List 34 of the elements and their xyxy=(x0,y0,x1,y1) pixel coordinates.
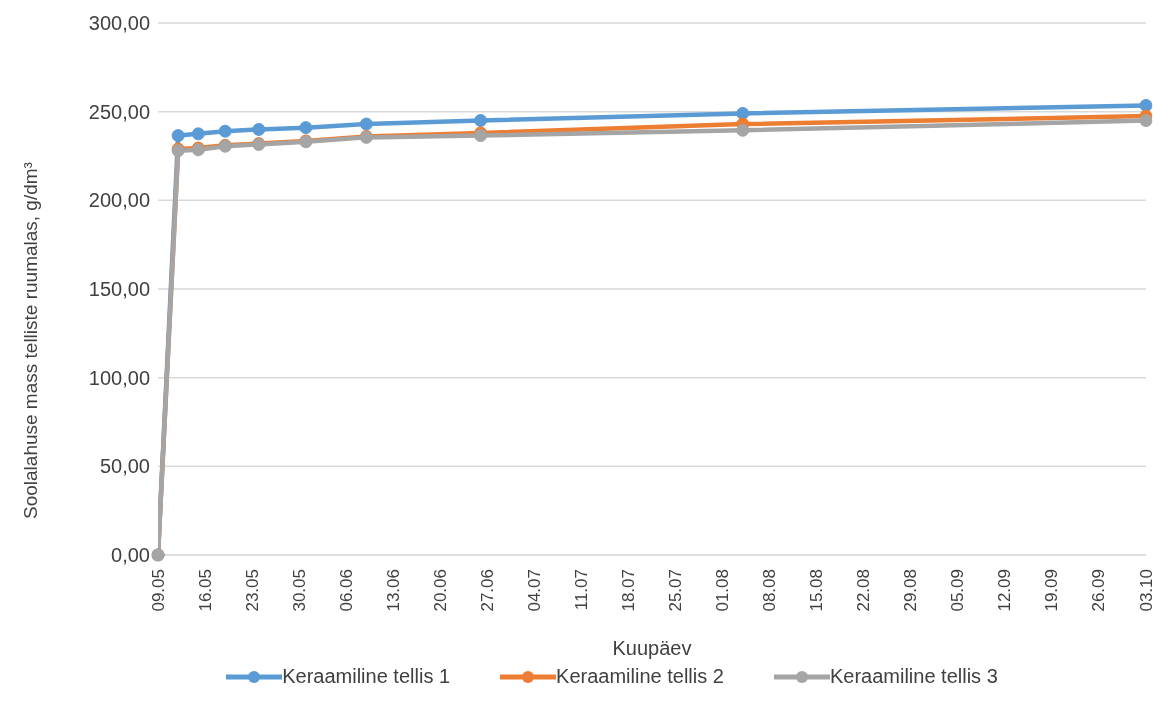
y-tick-label: 250,00 xyxy=(88,100,150,123)
y-tick-label: 100,00 xyxy=(88,366,150,389)
x-tick-label: 23.05 xyxy=(242,569,262,612)
x-tick-label: 06.06 xyxy=(336,569,356,612)
x-tick-label: 15.08 xyxy=(807,569,827,612)
x-tick-label: 22.08 xyxy=(854,569,874,612)
x-tick-label: 12.09 xyxy=(995,569,1015,612)
x-tick-label: 04.07 xyxy=(524,569,544,612)
legend-label: Keraamiline tellis 1 xyxy=(282,665,451,688)
x-tick-label: 01.08 xyxy=(713,569,733,612)
x-tick-label: 13.06 xyxy=(383,569,403,612)
x-tick-label: 08.08 xyxy=(760,569,780,612)
legend-label: Keraamiline tellis 2 xyxy=(556,665,724,688)
y-tick-label: 300,00 xyxy=(88,12,150,35)
x-tick-label: 20.06 xyxy=(430,569,450,612)
x-tick-label: 05.09 xyxy=(948,569,968,612)
y-tick-label: 150,00 xyxy=(88,278,150,301)
x-tick-label: 09.05 xyxy=(148,569,168,612)
x-tick-label: 03.10 xyxy=(1136,569,1156,612)
x-tick-label: 29.08 xyxy=(901,569,921,612)
x-tick-label: 19.09 xyxy=(1042,569,1062,612)
y-tick-label: 200,00 xyxy=(88,189,150,212)
legend-label: Keraamiline tellis 3 xyxy=(829,665,998,688)
x-tick-label: 30.05 xyxy=(289,569,309,612)
y-tick-label: 0,00 xyxy=(111,544,150,567)
x-tick-label: 18.07 xyxy=(618,569,638,612)
x-axis-title: Kuupäev xyxy=(612,637,692,659)
x-tick-label: 11.07 xyxy=(571,569,591,611)
y-axis-title: Soolalahuse mass telliste ruumalas, g/dm³ xyxy=(19,162,41,519)
y-tick-label: 50,00 xyxy=(99,455,150,478)
x-tick-label: 26.09 xyxy=(1089,569,1109,612)
x-tick-label: 25.07 xyxy=(666,569,686,612)
x-tick-label: 27.06 xyxy=(477,569,497,612)
x-tick-label: 16.05 xyxy=(195,569,215,612)
